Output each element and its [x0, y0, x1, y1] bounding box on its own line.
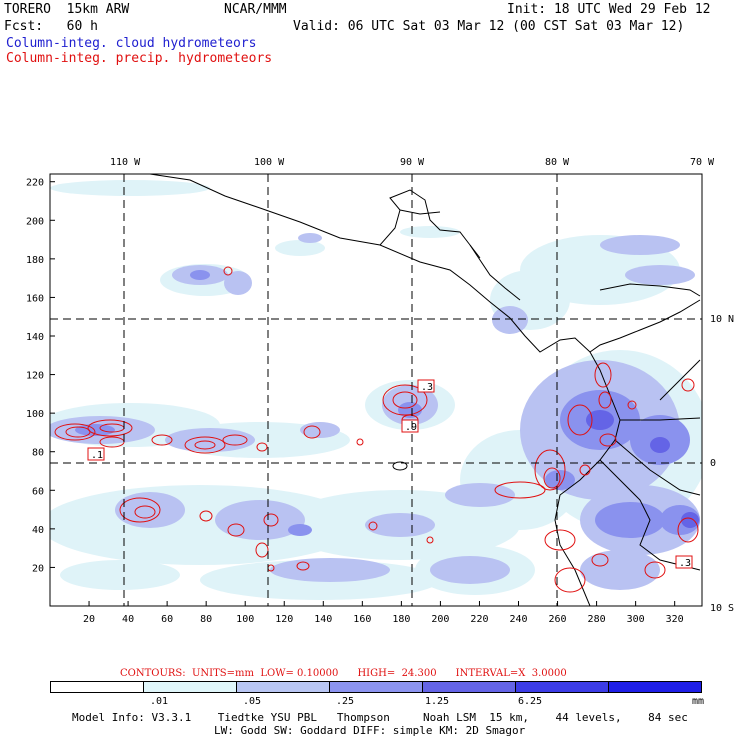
color-legend — [50, 681, 702, 693]
organization: NCAR/MMM — [224, 2, 287, 17]
x-tick-label: 220 — [470, 614, 488, 625]
right-label: 10 S — [710, 603, 734, 614]
x-tick-label: 320 — [666, 614, 684, 625]
legend-swatch — [516, 682, 609, 692]
legend-swatch — [423, 682, 516, 692]
y-tick-label: 160 — [26, 293, 44, 304]
legend-tick: 1.25 — [425, 696, 450, 707]
x-tick-label: 20 — [83, 614, 95, 625]
map-frame — [49, 173, 703, 607]
y-tick-label: 200 — [26, 216, 44, 227]
model-info-line1: Model Info: V3.3.1 Tiedtke YSU PBL Thomp… — [72, 711, 688, 724]
y-tick-label: 180 — [26, 255, 44, 266]
legend-tick: .05 — [243, 696, 262, 707]
x-tick-label: 100 — [236, 614, 254, 625]
y-tick-label: 120 — [26, 371, 44, 382]
x-tick-label: 160 — [353, 614, 371, 625]
legend-swatch — [237, 682, 330, 692]
y-tick-label: 20 — [32, 563, 44, 574]
model-title: TORERO 15km ARW — [4, 2, 130, 17]
right-label: 10 N — [710, 314, 734, 325]
top-label: 110 W — [110, 157, 141, 168]
valid-time: Valid: 06 UTC Sat 03 Mar 12 (00 CST Sat … — [293, 19, 685, 34]
legend-swatch — [144, 682, 237, 692]
contour-label: .9 — [405, 422, 417, 433]
precip-contours — [54, 266, 699, 593]
legend-tick: .25 — [336, 696, 355, 707]
contours-info: CONTOURS: UNITS=mm LOW= 0.10000 HIGH= 24… — [120, 668, 567, 679]
init-time: Init: 18 UTC Wed 29 Feb 12 — [507, 2, 711, 17]
x-tick-label: 200 — [431, 614, 449, 625]
legend-swatch — [609, 682, 701, 692]
right-label: 0 — [710, 458, 716, 469]
latlon-grid — [50, 174, 702, 606]
legend-swatch — [330, 682, 423, 692]
axis-ticks — [50, 181, 676, 606]
field-precip-label: Column-integ. precip. hydrometeors — [6, 51, 273, 66]
contour-label: .3 — [679, 558, 691, 569]
legend-unit: mm — [692, 696, 705, 707]
shading-layer — [50, 180, 702, 600]
tick-labels: 110 W 100 W 90 W 80 W 70 W 10 N 0 10 S 2… — [26, 157, 734, 625]
x-tick-label: 240 — [509, 614, 527, 625]
top-label: 70 W — [690, 157, 715, 168]
forecast-hour: Fcst: 60 h — [4, 19, 98, 34]
x-tick-label: 300 — [627, 614, 645, 625]
y-tick-label: 100 — [26, 409, 44, 420]
model-info-line2: LW: Godd SW: Goddard DIFF: simple KM: 2D… — [214, 724, 526, 737]
top-label: 90 W — [400, 157, 425, 168]
contour-labels: .3 .9 .1 .3 — [87, 379, 693, 569]
field-cloud-label: Column-integ. cloud hydrometeors — [6, 36, 257, 51]
top-label: 100 W — [254, 157, 285, 168]
top-label: 80 W — [545, 157, 570, 168]
contour-label: .3 — [421, 382, 433, 393]
y-tick-label: 60 — [32, 486, 44, 497]
x-tick-label: 120 — [275, 614, 293, 625]
y-tick-label: 80 — [32, 448, 44, 459]
x-tick-label: 260 — [549, 614, 567, 625]
y-tick-label: 40 — [32, 525, 44, 536]
legend-tick: .01 — [150, 696, 169, 707]
x-tick-label: 180 — [392, 614, 410, 625]
y-tick-label: 220 — [26, 178, 44, 189]
x-tick-label: 40 — [122, 614, 134, 625]
legend-swatch — [51, 682, 144, 692]
x-tick-label: 280 — [588, 614, 606, 625]
x-tick-label: 80 — [200, 614, 212, 625]
y-tick-label: 140 — [26, 332, 44, 343]
x-tick-label: 140 — [314, 614, 332, 625]
contour-label: .1 — [91, 450, 103, 461]
x-tick-label: 60 — [161, 614, 173, 625]
legend-tick: 6.25 — [518, 696, 543, 707]
